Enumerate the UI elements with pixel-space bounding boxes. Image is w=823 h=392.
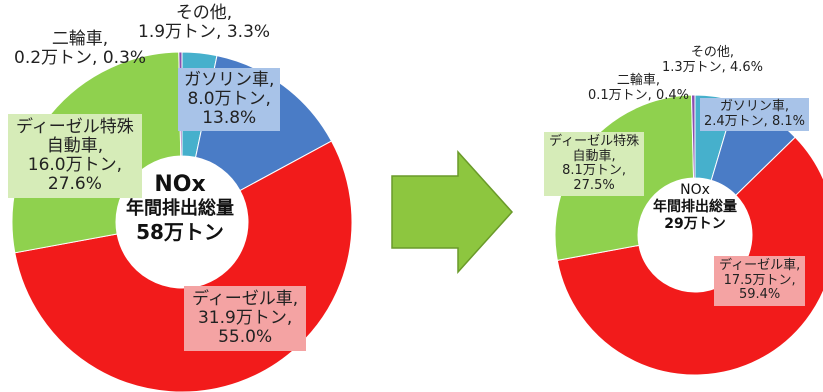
left-center-text: NOx 年間排出総量 58万トン	[126, 172, 234, 244]
left-label-gasoline: ガソリン車, 8.0万トン, 13.8%	[178, 68, 281, 132]
left-donut-hole	[116, 156, 248, 288]
right-center-text: NOx 年間排出総量 29万トン	[653, 182, 737, 232]
right-label-bike: 二輪車, 0.1万トン, 0.4%	[588, 73, 689, 103]
left-label-other: その他, 1.9万トン, 3.3%	[138, 3, 271, 43]
right-label-special: ディーゼル特殊 自動車, 8.1万トン, 27.5%	[544, 132, 645, 197]
left-label-special: ディーゼル特殊 自動車, 16.0万トン, 27.6%	[8, 114, 142, 199]
transition-arrow	[391, 150, 514, 274]
right-label-diesel: ディーゼル車, 17.5万トン, 59.4%	[714, 256, 806, 306]
right-label-gasoline: ガソリン車, 2.4万トン, 8.1%	[700, 98, 809, 132]
left-label-bike: 二輪車, 0.2万トン, 0.3%	[14, 29, 147, 69]
right-label-other: その他, 1.3万トン, 4.6%	[662, 45, 763, 75]
left-label-diesel: ディーゼル車, 31.9万トン, 55.0%	[184, 286, 307, 352]
